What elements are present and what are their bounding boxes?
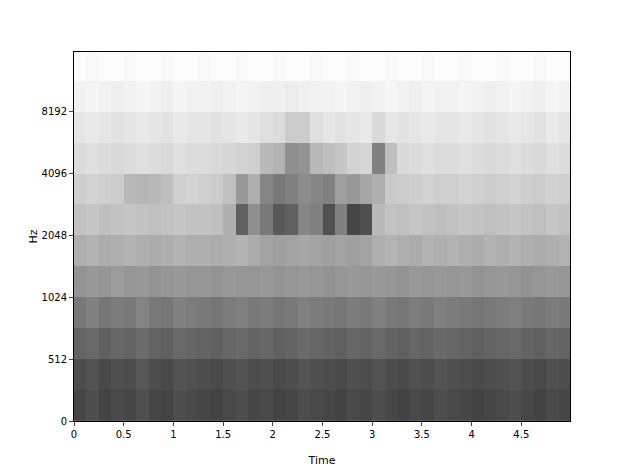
svg-text:1024: 1024	[42, 292, 67, 303]
svg-text:512: 512	[48, 354, 67, 365]
svg-text:4096: 4096	[42, 168, 67, 179]
svg-text:0: 0	[61, 416, 67, 427]
svg-text:3: 3	[369, 429, 375, 440]
svg-text:1.5: 1.5	[215, 429, 231, 440]
svg-text:2: 2	[270, 429, 276, 440]
svg-text:0.5: 0.5	[116, 429, 132, 440]
svg-text:2048: 2048	[42, 230, 67, 241]
svg-text:4: 4	[468, 429, 474, 440]
svg-text:3.5: 3.5	[414, 429, 430, 440]
svg-text:Time: Time	[308, 454, 336, 467]
svg-text:Hz: Hz	[27, 229, 40, 243]
svg-text:0: 0	[71, 429, 77, 440]
svg-text:2.5: 2.5	[315, 429, 331, 440]
svg-text:1: 1	[170, 429, 176, 440]
svg-text:4.5: 4.5	[513, 429, 529, 440]
svg-text:8192: 8192	[42, 106, 67, 117]
